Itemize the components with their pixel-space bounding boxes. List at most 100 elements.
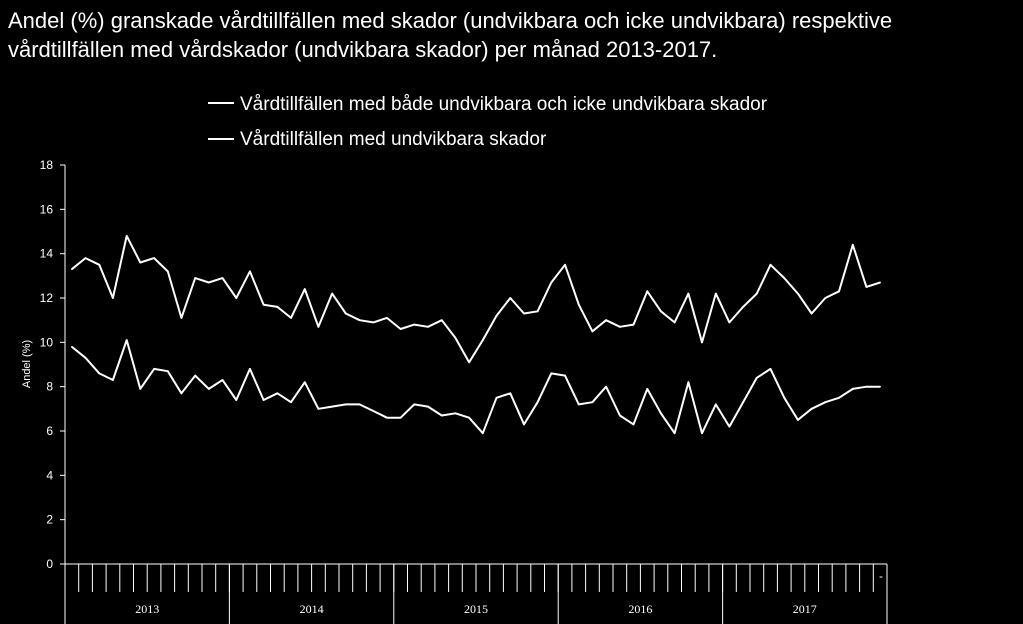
series-2-point xyxy=(153,368,155,370)
series-2-point xyxy=(180,392,183,395)
series-2-point xyxy=(386,416,388,419)
series-1-point xyxy=(358,319,361,321)
series-1-point xyxy=(646,290,649,293)
series-2-point xyxy=(303,381,306,384)
series-1-point xyxy=(303,288,306,290)
series-1-point xyxy=(482,339,484,341)
series-1-point xyxy=(166,270,169,273)
series-1-point xyxy=(262,303,265,306)
series-1-point xyxy=(221,277,224,279)
series-2-point xyxy=(440,414,443,417)
series-1-point xyxy=(783,277,786,279)
y-tick-label: 18 xyxy=(40,158,54,172)
y-tick-label: 10 xyxy=(40,335,54,349)
series-2-point xyxy=(783,396,786,399)
series-2-point xyxy=(605,385,607,388)
series-1-point xyxy=(838,290,840,293)
series-1-point xyxy=(112,297,114,299)
series-2-point xyxy=(112,379,114,381)
series-2-point xyxy=(166,370,169,372)
y-tick-label: 14 xyxy=(40,247,54,261)
series-2-point xyxy=(276,392,279,395)
y-tick-label: 12 xyxy=(40,291,54,305)
series-1-point xyxy=(331,292,333,295)
series-2-point xyxy=(742,401,744,403)
series-2-point xyxy=(84,357,87,359)
series-1-point xyxy=(153,257,155,259)
series-2-point xyxy=(358,403,361,406)
series-1-point xyxy=(194,277,196,279)
series-1-point xyxy=(235,297,238,299)
series-1-point xyxy=(756,292,758,295)
series-1-point xyxy=(536,310,539,313)
series-1-point xyxy=(564,263,566,266)
legend: Vårdtillfällen med både undvikbara och i… xyxy=(208,94,768,150)
legend-label-series-1: Vårdtillfällen med både undvikbara och i… xyxy=(240,94,768,115)
series-2-point xyxy=(619,414,621,417)
series-1-point xyxy=(577,303,580,306)
series-1-point xyxy=(386,317,388,319)
series-1-point xyxy=(440,319,443,321)
series-2-point xyxy=(756,377,758,379)
series-1-point xyxy=(276,306,279,308)
series-1-point xyxy=(701,341,703,344)
series-1-point xyxy=(249,270,251,273)
series-2-point xyxy=(221,379,224,381)
series-2-point xyxy=(673,432,676,435)
series-2-point xyxy=(345,403,347,406)
plot-area: 0 2 4 6 8 10 12 14 16 18 2013 2014 2015 2016 2017 - xyxy=(40,158,888,624)
series-2-point xyxy=(550,372,553,375)
series-2-point xyxy=(810,408,813,410)
series-1-point xyxy=(879,281,881,284)
chart-title: Andel (%) granskade vårdtillfällen med s… xyxy=(8,8,893,62)
series-1-point xyxy=(399,328,402,330)
series-2-point xyxy=(577,403,580,406)
series-1-point xyxy=(139,261,142,264)
series-2-point xyxy=(660,412,662,415)
series-1-point xyxy=(742,306,744,308)
series-2-point xyxy=(290,401,292,403)
series-1-point xyxy=(673,321,676,324)
series-2-point xyxy=(317,408,320,410)
series-1-point xyxy=(810,312,813,315)
series-1-point xyxy=(98,263,101,266)
series-2-point xyxy=(879,385,881,388)
series-1-point xyxy=(550,281,553,284)
series-line-2 xyxy=(71,339,881,435)
y-tick-label: 16 xyxy=(40,202,54,216)
series-2-point xyxy=(468,416,470,419)
series-1-point xyxy=(660,310,662,313)
series-1-point xyxy=(468,361,470,364)
series-2-point xyxy=(523,423,525,426)
series-1-point xyxy=(714,292,717,295)
series-1-point xyxy=(632,323,635,326)
series-2-point xyxy=(249,368,251,370)
x-year-label: 2014 xyxy=(300,602,324,616)
series-2-point xyxy=(701,432,703,435)
series-2-point xyxy=(482,432,484,435)
series-1-point xyxy=(180,317,183,319)
series-1-point xyxy=(619,326,621,328)
series-2-point xyxy=(427,405,429,408)
legend-label-series-2: Vårdtillfällen med undvikbara skador xyxy=(240,129,547,150)
series-1-point xyxy=(605,319,607,321)
series-2-point xyxy=(591,401,594,403)
series-1-point xyxy=(769,263,772,266)
x-year-label: 2016 xyxy=(628,602,652,616)
x-year-label: 2013 xyxy=(135,602,159,616)
series-2-point xyxy=(646,388,649,390)
series-2-point xyxy=(865,385,868,388)
series-1-point xyxy=(591,330,594,333)
series-1-point xyxy=(523,312,525,315)
series-2-point xyxy=(851,388,854,390)
y-tick-label: 4 xyxy=(46,468,53,482)
x-year-label: 2017 xyxy=(793,602,817,616)
x-tail-mark: - xyxy=(879,569,883,583)
series-2-point xyxy=(399,416,402,419)
series-2-point xyxy=(838,396,840,399)
x-year-label: 2015 xyxy=(464,602,488,616)
y-tick-label: 8 xyxy=(46,380,53,394)
series-1-point xyxy=(865,286,868,288)
series-1-point xyxy=(317,326,320,328)
series-2-point xyxy=(331,405,333,408)
